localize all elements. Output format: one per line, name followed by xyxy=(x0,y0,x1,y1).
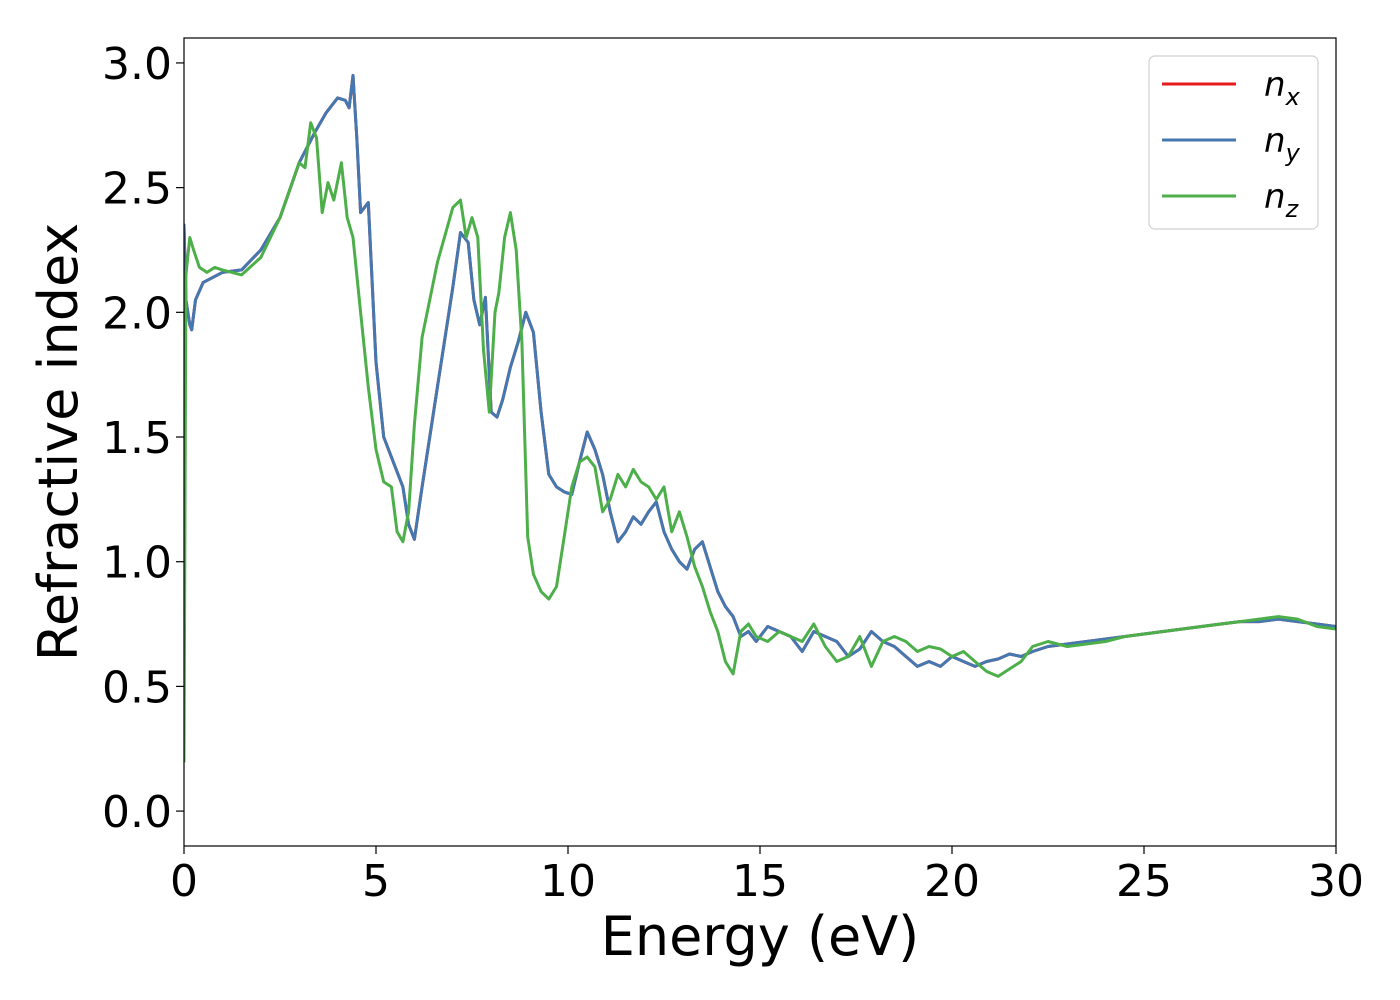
y-tick-label: 2.0 xyxy=(102,288,172,339)
x-tick-label: 5 xyxy=(362,856,390,907)
series-layer xyxy=(184,73,1336,763)
legend-label-base: n xyxy=(1264,121,1286,161)
legend-label-base: n xyxy=(1264,65,1286,105)
y-tick-label: 0.0 xyxy=(102,787,172,838)
series-line-z xyxy=(184,121,1336,763)
legend-label-base: n xyxy=(1264,177,1286,217)
y-tick-label: 3.0 xyxy=(102,39,172,90)
y-tick-label: 1.0 xyxy=(102,538,172,589)
legend-label-z: nz xyxy=(1264,177,1300,223)
x-tick-label: 25 xyxy=(1116,856,1172,907)
legend-box xyxy=(1148,55,1319,230)
legend-label-subscript: y xyxy=(1285,139,1301,167)
legend-label-subscript: z xyxy=(1285,195,1300,223)
series-line-y xyxy=(184,73,1336,668)
legend-label-y: ny xyxy=(1264,121,1301,167)
legend-label-subscript: x xyxy=(1285,83,1301,111)
y-tick-label: 1.5 xyxy=(102,413,172,464)
x-tick-label: 0 xyxy=(170,856,198,907)
y-tick-label: 0.5 xyxy=(102,662,172,713)
y-tick-label: 2.5 xyxy=(102,164,172,215)
legend-label-x: nx xyxy=(1264,65,1301,111)
x-tick-label: 20 xyxy=(924,856,980,907)
ticks-layer: 0 5 10 15 20 25 30 0.0 0.5 1.0 1.5 2.0 2.5 3.0 xyxy=(102,39,1364,907)
x-tick-label: 10 xyxy=(540,856,596,907)
x-axis-title: Energy (eV) xyxy=(601,905,920,968)
y-axis-title: Refractive index xyxy=(27,223,90,662)
x-tick-label: 15 xyxy=(732,856,788,907)
x-tick-label: 30 xyxy=(1308,856,1364,907)
